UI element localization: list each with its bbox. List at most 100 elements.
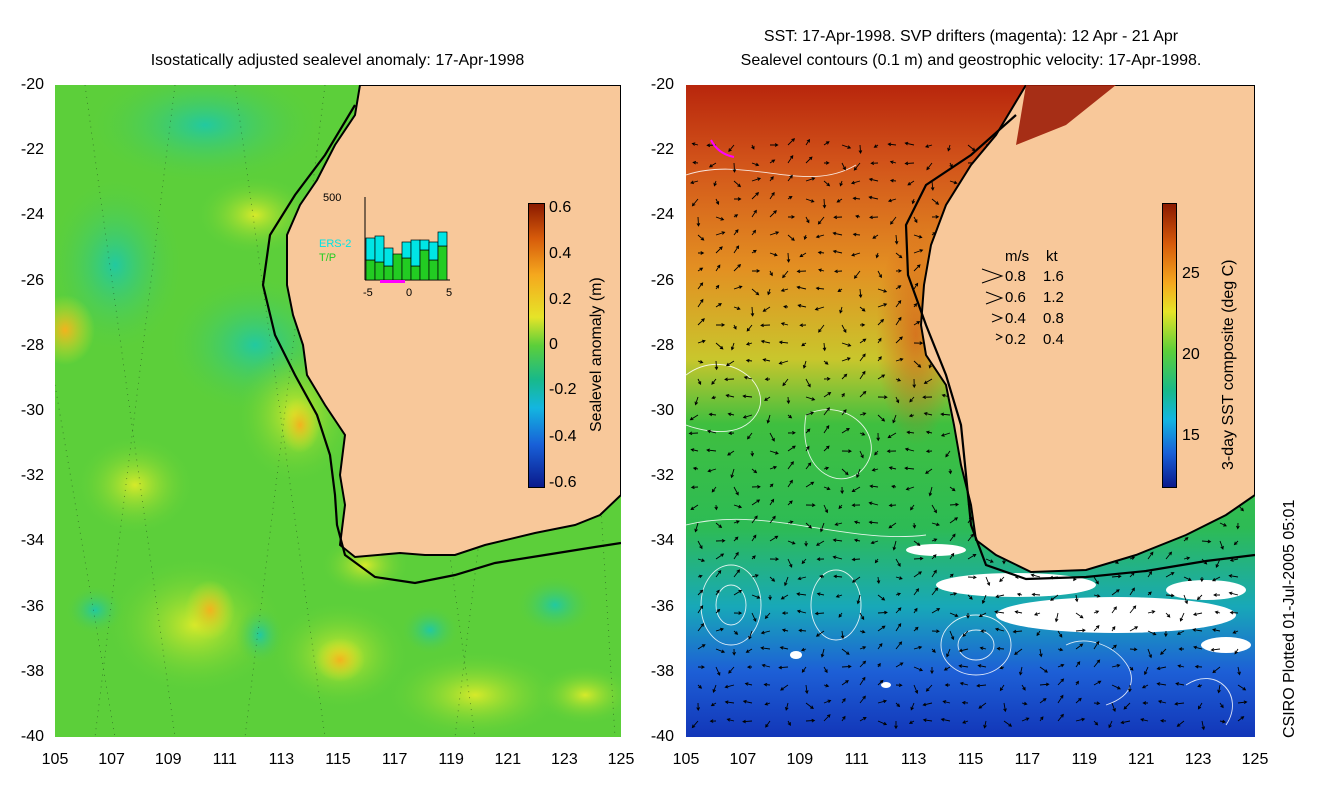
velocity-arrow — [877, 318, 885, 326]
histogram-bar-ers2 — [437, 231, 448, 247]
velocity-arrow — [913, 684, 919, 694]
velocity-arrow — [1233, 540, 1239, 546]
velocity-arrow — [877, 642, 883, 650]
velocity-arrow — [733, 630, 739, 635]
velocity-arrow — [1219, 719, 1226, 724]
velocity-arrow — [923, 378, 933, 384]
velocity-arrow — [733, 197, 742, 201]
velocity-arrow — [949, 552, 955, 560]
velocity-arrow — [733, 324, 737, 330]
velocity-arrow — [760, 646, 771, 650]
velocity-arrow — [751, 249, 757, 254]
velocity-arrow — [733, 263, 742, 272]
velocity-arrow — [805, 411, 815, 416]
velocity-arrow — [742, 394, 753, 399]
velocity-arrow — [874, 450, 879, 456]
velocity-arrow — [1093, 659, 1101, 668]
velocity-arrow — [839, 180, 843, 187]
velocity-arrow — [887, 432, 897, 439]
velocity-arrow — [787, 431, 796, 435]
velocity-arrow — [949, 573, 954, 578]
velocity-arrow — [895, 641, 903, 650]
velocity-arrow — [1197, 683, 1203, 688]
velocity-arrow — [805, 396, 816, 401]
velocity-arrow — [913, 302, 918, 308]
velocity-arrow — [822, 198, 827, 209]
velocity-arrow — [724, 684, 735, 689]
velocity-arrow — [715, 323, 726, 327]
velocity-arrow — [967, 553, 977, 560]
velocity-arrow — [1111, 589, 1120, 596]
velocity-arrow — [877, 720, 888, 726]
anomaly-blob — [400, 605, 460, 655]
velocity-arrow — [823, 466, 830, 471]
velocity-arrow — [999, 665, 1005, 670]
velocity-arrow — [1034, 612, 1041, 616]
velocity-arrow — [872, 234, 879, 239]
velocity-arrow — [796, 269, 807, 274]
velocity-arrow — [804, 684, 809, 695]
velocity-arrow — [1176, 630, 1185, 635]
velocity-arrow — [697, 267, 704, 272]
velocity-arrow — [769, 483, 774, 488]
velocity-arrow — [949, 533, 956, 542]
velocity-arrow — [913, 540, 921, 546]
velocity-arrow — [805, 156, 813, 164]
histogram-bar-tp — [383, 265, 394, 281]
velocity-arrow — [690, 448, 699, 452]
anomaly-blob — [195, 175, 315, 255]
velocity-arrow — [1111, 684, 1121, 690]
velocity-legend-kt-value: 0.4 — [1043, 331, 1064, 348]
latitude-tick-label: -30 — [650, 402, 674, 419]
velocity-arrow — [696, 216, 701, 227]
longitude-tick-label: 121 — [494, 751, 522, 768]
longitude-tick-label: 109 — [154, 751, 182, 768]
velocity-arrow — [1057, 630, 1063, 638]
velocity-arrow — [835, 594, 843, 598]
velocity-arrow — [733, 285, 743, 290]
latitude-tick-label: -40 — [650, 728, 674, 745]
velocity-arrow — [1021, 701, 1028, 706]
velocity-arrow — [764, 396, 771, 401]
velocity-arrow — [823, 141, 830, 146]
velocity-arrow — [1140, 718, 1149, 722]
velocity-arrow — [895, 269, 902, 273]
velocity-arrow — [1147, 648, 1152, 659]
histogram-bar-tp — [428, 259, 439, 281]
velocity-arrow — [751, 177, 762, 182]
velocity-arrow — [1175, 682, 1185, 686]
velocity-arrow — [800, 647, 807, 652]
velocity-arrow — [1111, 663, 1121, 668]
velocity-arrow — [999, 576, 1005, 583]
velocity-arrow — [697, 339, 706, 344]
velocity-arrow — [910, 702, 915, 711]
velocity-arrow — [949, 517, 959, 524]
velocity-arrow — [733, 229, 739, 236]
velocity-arrow — [908, 720, 915, 724]
velocity-arrow — [1147, 570, 1153, 578]
velocity-arrow — [949, 612, 959, 618]
velocity-arrow — [877, 374, 886, 380]
velocity-arrow — [751, 229, 757, 236]
velocity-arrow — [708, 412, 717, 417]
velocity-arrow — [985, 558, 994, 563]
velocity-arrow — [841, 715, 846, 722]
velocity-arrow — [1147, 551, 1154, 560]
anomaly-blob — [385, 650, 565, 737]
inset-xtick: 5 — [446, 287, 453, 299]
velocity-arrow — [913, 666, 924, 672]
velocity-arrow — [1003, 702, 1007, 713]
latitude-tick-label: -34 — [20, 532, 44, 550]
velocity-arrow — [925, 449, 933, 454]
longitude-tick-label: 123 — [551, 751, 578, 768]
sealevel-colorbar-tick: 0 — [549, 336, 558, 353]
velocity-arrow — [696, 702, 700, 712]
velocity-arrow — [859, 676, 866, 686]
velocity-arrow — [853, 162, 861, 171]
velocity-arrow — [814, 306, 825, 311]
velocity-arrow — [877, 662, 881, 668]
velocity-arrow — [876, 576, 881, 585]
velocity-arrow — [859, 370, 866, 380]
velocity-arrow — [875, 252, 880, 259]
velocity-arrow — [746, 665, 753, 669]
